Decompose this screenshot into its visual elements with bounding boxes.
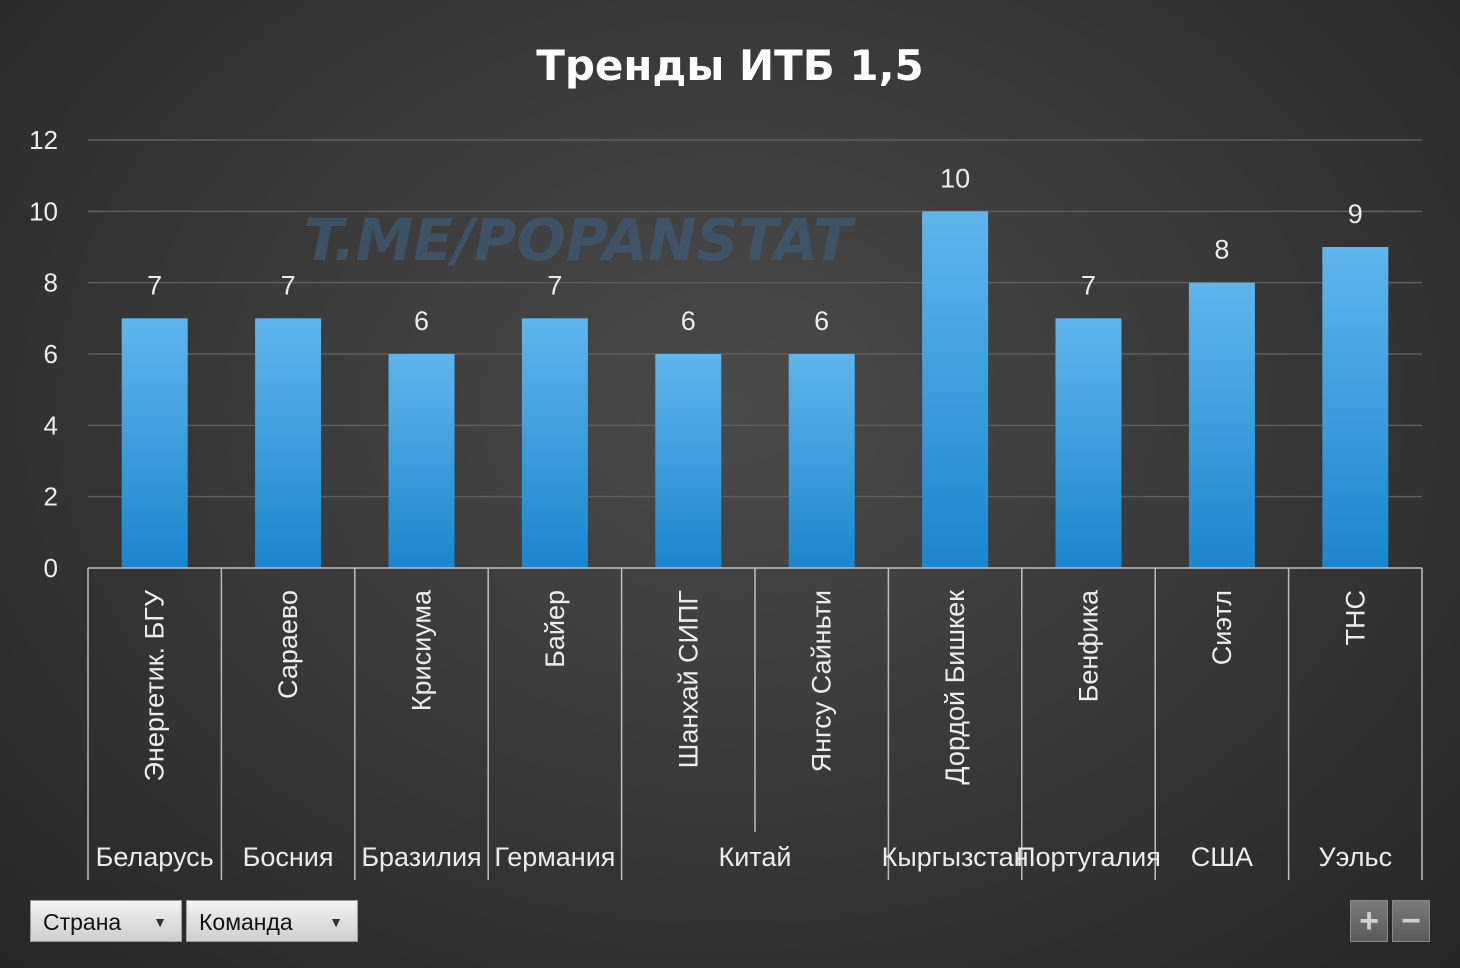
bar (521, 318, 588, 568)
chevron-down-icon: ▼ (153, 914, 167, 930)
category-label: Энергетик. БГУ (140, 589, 170, 781)
bar (388, 354, 455, 568)
bar (1188, 282, 1255, 568)
bar (788, 354, 855, 568)
y-tick-label: 6 (44, 339, 58, 369)
data-label: 7 (547, 270, 562, 300)
data-label: 9 (1348, 199, 1363, 229)
y-tick-label: 4 (44, 410, 58, 440)
category-label: Крисиума (407, 589, 437, 711)
chevron-down-icon: ▼ (329, 914, 343, 930)
data-label: 7 (281, 270, 296, 300)
country-filter-button[interactable]: Страна ▼ (30, 900, 182, 942)
category-label: Сараево (273, 590, 303, 699)
bar (1322, 247, 1389, 568)
bar (255, 318, 322, 568)
group-label: Уэльс (1318, 842, 1392, 872)
category-label: Дордой Бишкек (940, 590, 970, 785)
bar (922, 211, 989, 569)
data-label: 10 (940, 163, 970, 193)
bar (655, 354, 722, 568)
group-label: Китай (719, 842, 792, 872)
bar (121, 318, 188, 568)
category-label: ТНС (1340, 590, 1370, 646)
data-labels: 7 7 6 7 6 6 10 7 8 9 (147, 163, 1363, 336)
category-label: Шанхай СИПГ (673, 590, 703, 769)
group-label: Кыргызстан (882, 842, 1029, 872)
y-tick-label: 8 (44, 268, 58, 298)
zoom-in-button[interactable]: + (1350, 900, 1388, 942)
data-label: 7 (1081, 270, 1096, 300)
category-axis: Энергетик. БГУ Сараево Крисиума Байер Шанхай… (87, 567, 1423, 880)
y-tick-label: 0 (44, 553, 58, 583)
zoom-out-button[interactable]: − (1392, 900, 1430, 942)
data-label: 6 (814, 306, 829, 336)
country-filter-label: Страна (43, 909, 122, 935)
data-label: 6 (414, 306, 429, 336)
team-filter-label: Команда (199, 909, 293, 935)
group-label: Босния (243, 842, 334, 872)
data-label: 8 (1214, 235, 1229, 265)
group-label: США (1191, 842, 1253, 872)
group-label: Португалия (1016, 842, 1161, 872)
group-label: Беларусь (96, 842, 214, 872)
group-label: Бразилия (361, 842, 481, 872)
category-label: Янгсу Сайньти (807, 590, 837, 772)
category-label: Бенфика (1074, 589, 1104, 702)
y-tick-label: 10 (29, 196, 58, 226)
y-axis-ticks: 0 2 4 6 8 10 12 (29, 125, 58, 583)
category-label: Байер (540, 590, 570, 668)
team-filter-button[interactable]: Команда ▼ (186, 900, 358, 942)
chart-title: Тренды ИТБ 1,5 (536, 41, 924, 90)
y-tick-label: 12 (29, 125, 58, 155)
bar (1055, 318, 1122, 568)
data-label: 7 (147, 270, 162, 300)
group-label: Германия (494, 842, 615, 872)
data-label: 6 (681, 306, 696, 336)
category-label: Сиэтл (1207, 590, 1237, 665)
y-tick-label: 2 (44, 482, 58, 512)
bars (121, 211, 1389, 569)
watermark-text: T.ME/POPANSTAT (304, 206, 857, 274)
